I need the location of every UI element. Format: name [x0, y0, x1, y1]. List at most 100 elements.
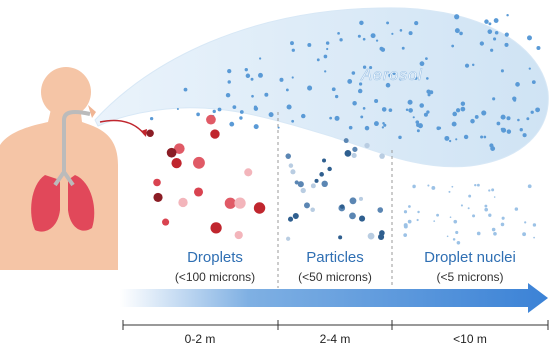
zone-name: Droplet nuclei [424, 249, 516, 266]
particle [311, 183, 316, 188]
particle [501, 223, 505, 227]
particle [251, 95, 254, 98]
particle [398, 136, 401, 139]
particle [213, 110, 216, 113]
particle [359, 216, 365, 222]
particle [307, 43, 311, 47]
particle [429, 90, 433, 94]
particle [376, 39, 378, 41]
particle [504, 43, 508, 47]
particle [453, 238, 455, 240]
particle [457, 241, 461, 245]
particle [455, 28, 460, 33]
particle [374, 99, 378, 103]
particle [218, 108, 222, 112]
distance-arrow [120, 283, 548, 313]
particle [426, 110, 429, 113]
particle [532, 80, 536, 84]
particle [234, 197, 245, 208]
particle [365, 126, 370, 131]
particle [455, 138, 457, 140]
particle [419, 103, 424, 108]
particle [490, 49, 493, 52]
particle [493, 232, 497, 236]
particle [515, 82, 520, 87]
particle [288, 217, 293, 222]
particle [523, 133, 527, 137]
particle [239, 116, 242, 119]
particle [404, 223, 408, 227]
particle [533, 223, 536, 226]
particle [226, 93, 230, 97]
particle [438, 127, 441, 130]
particle [403, 233, 407, 237]
particle [232, 105, 236, 109]
particle [531, 111, 534, 114]
particle [290, 169, 295, 174]
particle [417, 219, 419, 221]
particle [254, 202, 265, 213]
particle [338, 235, 342, 239]
particle [317, 58, 320, 61]
particle [286, 89, 289, 92]
particle [431, 186, 435, 190]
particle [349, 212, 356, 219]
particle [413, 116, 415, 118]
particle [326, 41, 329, 44]
particle [402, 47, 405, 50]
particle [291, 120, 294, 123]
particle [206, 115, 216, 125]
particle [374, 121, 379, 126]
particle [382, 122, 385, 125]
particle [425, 57, 428, 60]
particle [345, 150, 352, 157]
particle [321, 181, 327, 187]
particle [404, 210, 407, 213]
zone-distance: 2-4 m [320, 332, 351, 346]
particle [352, 101, 356, 105]
particle [456, 108, 460, 112]
particle [167, 148, 177, 158]
particle [292, 49, 295, 52]
particle [488, 214, 491, 217]
particle [528, 184, 532, 188]
particle [414, 21, 418, 25]
particle [484, 208, 488, 212]
particle [461, 102, 465, 106]
diagram: Aerosol Droplets (<100 microns) Particle… [0, 0, 551, 349]
particle [409, 31, 413, 35]
particle [254, 124, 259, 129]
particle [327, 167, 331, 171]
particle [488, 22, 491, 25]
particle [146, 130, 153, 137]
particle [492, 228, 496, 232]
particle [455, 231, 458, 234]
particle [332, 87, 336, 91]
particle [492, 97, 495, 100]
particle [352, 147, 357, 152]
particle [162, 219, 169, 226]
particle [452, 122, 457, 127]
particle [352, 71, 356, 75]
particle [426, 77, 429, 80]
particle [428, 93, 431, 96]
particle [339, 38, 342, 41]
particle [454, 14, 459, 19]
particle [177, 108, 179, 110]
particle [536, 46, 540, 50]
particle [464, 135, 468, 139]
particle [304, 202, 310, 208]
particle [468, 207, 470, 209]
particle [520, 128, 523, 131]
exhale-arrowhead [141, 129, 147, 137]
particle [380, 47, 384, 51]
particle [360, 115, 363, 118]
particle [453, 220, 457, 224]
particle [408, 220, 412, 224]
particle [477, 232, 481, 236]
particle [379, 153, 385, 159]
particle [474, 184, 476, 186]
particle [347, 79, 352, 84]
particle [436, 214, 439, 217]
particle [481, 110, 486, 115]
